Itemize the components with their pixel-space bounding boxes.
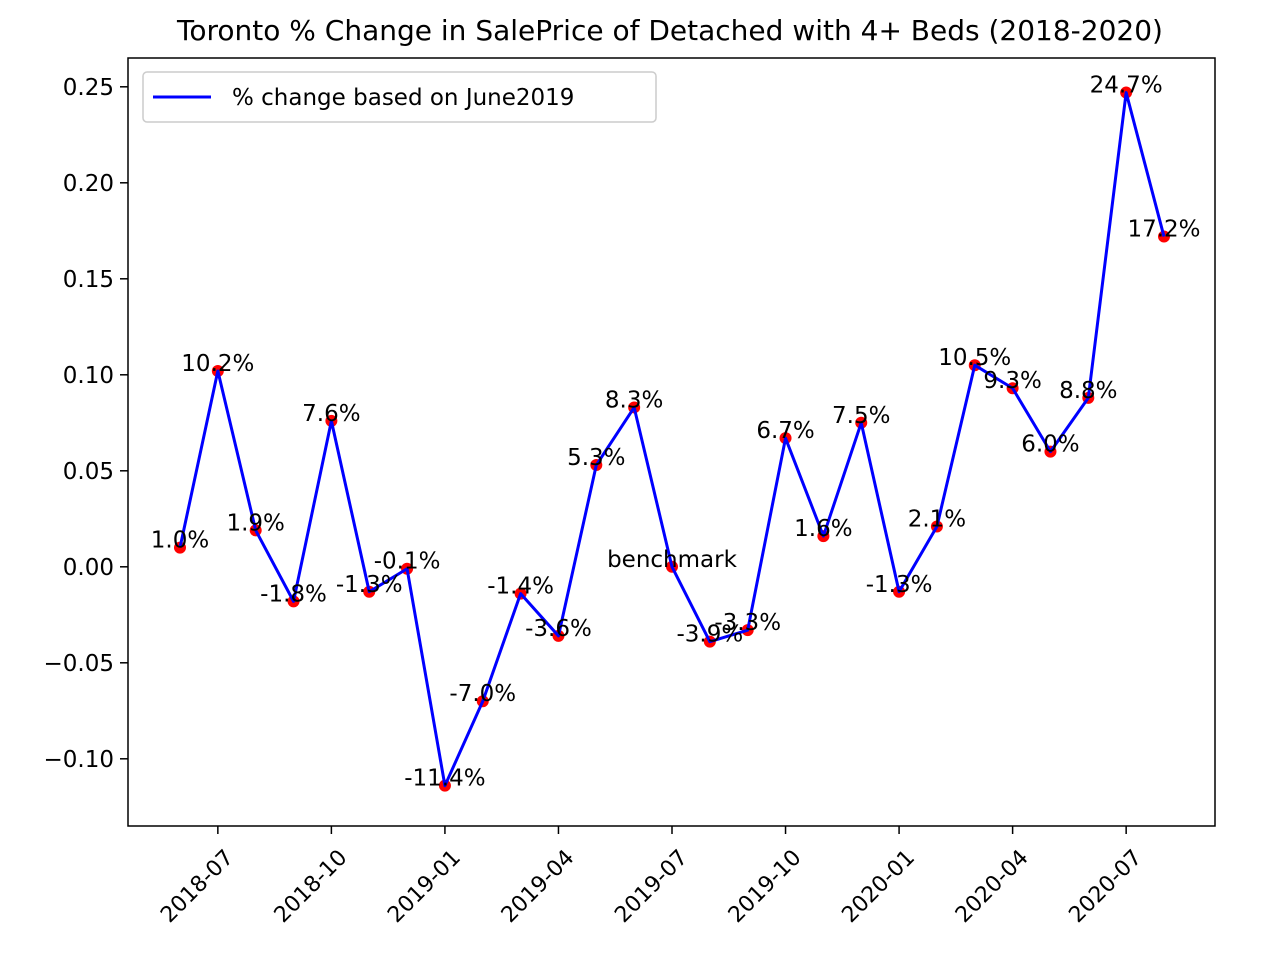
y-tick-label: 0.25 [63,75,114,101]
data-label: 9.3% [983,368,1041,394]
series-line [178,91,1166,788]
x-axis: 2018-07 2018-10 2019-01 2019-04 2019-07 2019-… [156,826,1147,928]
data-label: -1.3% [866,572,933,598]
plot-area [127,57,1216,827]
x-tick-label: 2020-04 [951,845,1034,928]
data-label: 1.6% [794,516,852,542]
data-label: 10.5% [938,345,1011,371]
data-label: 1.9% [226,510,284,536]
series-group: 1.0%10.2%1.9%-1.8%7.6%-1.3%-0.1%-11.4%-7… [151,73,1201,792]
data-label: 17.2% [1127,217,1200,243]
y-tick-label: 0.15 [63,267,114,293]
data-label: 6.0% [1021,432,1079,458]
y-tick-label: 0.20 [63,171,114,197]
data-label: -3.6% [525,616,592,642]
legend: % change based on June2019 [142,71,657,123]
data-label: 6.7% [756,418,814,444]
x-tick-label: 2019-04 [497,845,580,928]
x-tick-label: 2018-07 [156,845,239,928]
y-axis: −0.10 −0.05 0.00 0.05 0.10 0.15 0.20 0.25 [44,75,128,773]
legend-box [142,71,657,123]
data-label: -1.4% [487,574,554,600]
data-label: -1.3% [336,572,403,598]
data-label: 8.8% [1059,378,1117,404]
x-tick-label: 2020-01 [837,845,920,928]
x-tick-label: 2019-07 [610,845,693,928]
data-label: 2.1% [908,506,966,532]
data-label: 10.2% [181,351,254,377]
data-label: 1.0% [151,528,209,554]
data-label: -3.9% [676,622,743,648]
data-label: 24.7% [1090,73,1163,99]
y-tick-label: 0.05 [63,459,114,485]
data-label: 7.5% [832,403,890,429]
x-tick-label: 2020-07 [1064,845,1147,928]
y-tick-label: 0.00 [63,555,114,581]
data-label: 5.3% [567,445,625,471]
y-tick-label: 0.10 [63,363,114,389]
x-tick-label: 2019-10 [724,845,807,928]
chart-title: Toronto % Change in SalePrice of Detache… [176,14,1163,47]
data-label: -7.0% [449,681,516,707]
y-tick-label: −0.10 [44,747,114,773]
data-label: -11.4% [404,766,485,792]
legend-label: % change based on June2019 [232,85,574,111]
data-label: benchmark [607,547,738,573]
data-label: -3.3% [714,610,781,636]
data-label: -1.8% [260,581,327,607]
x-tick-label: 2019-01 [383,845,466,928]
x-tick-label: 2018-10 [270,845,353,928]
y-tick-label: −0.05 [44,651,114,677]
data-label: -0.1% [374,549,441,575]
data-label: 8.3% [605,387,663,413]
data-label: 7.6% [302,401,360,427]
